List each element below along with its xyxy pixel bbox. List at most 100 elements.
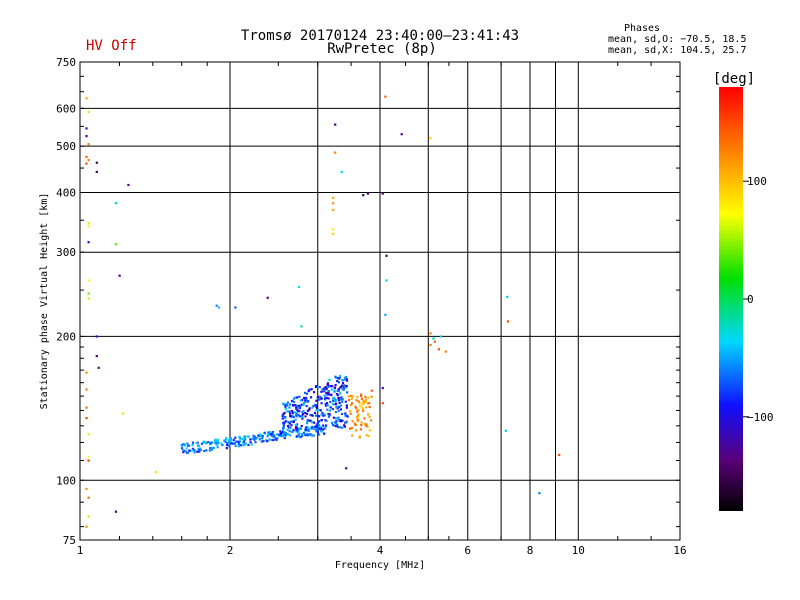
data-point [188, 449, 191, 452]
data-point [309, 414, 312, 417]
data-point [273, 436, 276, 439]
data-point [350, 403, 353, 406]
data-point [279, 433, 282, 436]
data-point [368, 415, 371, 418]
data-point [325, 387, 328, 391]
data-point [361, 406, 364, 410]
data-point [154, 471, 158, 474]
data-point [308, 407, 311, 410]
colorbar-gradient [719, 87, 743, 511]
data-point [334, 411, 338, 414]
data-point [217, 439, 220, 442]
data-point [355, 416, 358, 420]
data-point [215, 304, 218, 307]
data-point [333, 386, 336, 389]
data-point [335, 393, 338, 396]
data-point [97, 366, 100, 369]
data-point [263, 431, 266, 434]
data-point [437, 348, 440, 351]
data-point [281, 429, 284, 432]
data-point [362, 194, 365, 197]
data-point [349, 410, 352, 413]
data-point [319, 409, 322, 412]
data-point [337, 426, 340, 429]
data-point [332, 424, 335, 427]
data-point [182, 451, 185, 454]
data-point [360, 397, 363, 400]
chart-title: Tromsø 20170124 23:40:00–23:41:43 [241, 28, 519, 44]
data-point [199, 448, 202, 451]
data-point [349, 412, 352, 415]
data-point [302, 403, 305, 406]
data-point [278, 433, 281, 436]
data-point [182, 449, 185, 452]
data-point [291, 403, 295, 406]
hv-status: HV Off [86, 38, 137, 54]
data-point [281, 417, 284, 420]
data-point [325, 396, 328, 399]
data-point [127, 183, 130, 187]
data-point [122, 412, 125, 415]
x-tick-label: 16 [673, 544, 686, 557]
data-point [309, 419, 312, 422]
data-point [291, 414, 294, 418]
data-point [344, 386, 347, 389]
data-point [114, 243, 117, 246]
data-point [338, 374, 342, 378]
data-point [298, 410, 301, 413]
data-point [87, 143, 90, 146]
data-point [87, 297, 90, 300]
data-point [360, 421, 363, 424]
data-point [354, 423, 357, 426]
data-point [313, 391, 316, 394]
data-point [293, 411, 296, 414]
data-point [234, 436, 237, 439]
data-point [313, 426, 316, 429]
data-point [316, 421, 319, 425]
data-point [329, 385, 332, 388]
data-point [234, 444, 237, 447]
data-point [243, 443, 246, 446]
data-point [292, 397, 295, 400]
data-point [310, 426, 313, 429]
data-point [432, 337, 435, 340]
data-point [384, 313, 387, 316]
data-point [356, 415, 359, 418]
data-point [558, 453, 561, 457]
data-point [292, 400, 296, 403]
data-point [225, 436, 228, 440]
data-point [314, 414, 318, 417]
data-point [291, 399, 294, 403]
data-point [429, 137, 432, 140]
data-point [282, 424, 285, 427]
data-point [302, 431, 305, 434]
data-point [286, 428, 289, 431]
data-point [334, 425, 338, 428]
data-points [85, 95, 561, 528]
data-point [381, 402, 384, 405]
data-point [269, 433, 272, 436]
data-point [345, 385, 348, 388]
data-point [284, 434, 287, 437]
data-point [280, 434, 283, 437]
data-point [302, 409, 305, 413]
data-point [323, 432, 326, 435]
data-point [228, 445, 231, 448]
data-point [203, 440, 206, 443]
data-point [249, 438, 252, 441]
data-point [328, 414, 331, 417]
data-point [85, 155, 88, 158]
data-point [362, 409, 365, 413]
data-point [332, 228, 335, 231]
data-point [364, 400, 367, 403]
data-point [85, 127, 88, 130]
data-point [284, 405, 287, 408]
data-point [87, 222, 90, 225]
data-point [384, 95, 387, 98]
data-point [306, 412, 309, 415]
data-point [288, 410, 291, 413]
data-point [297, 406, 300, 409]
data-point [87, 241, 90, 244]
data-point [183, 443, 186, 446]
data-point [230, 439, 233, 442]
